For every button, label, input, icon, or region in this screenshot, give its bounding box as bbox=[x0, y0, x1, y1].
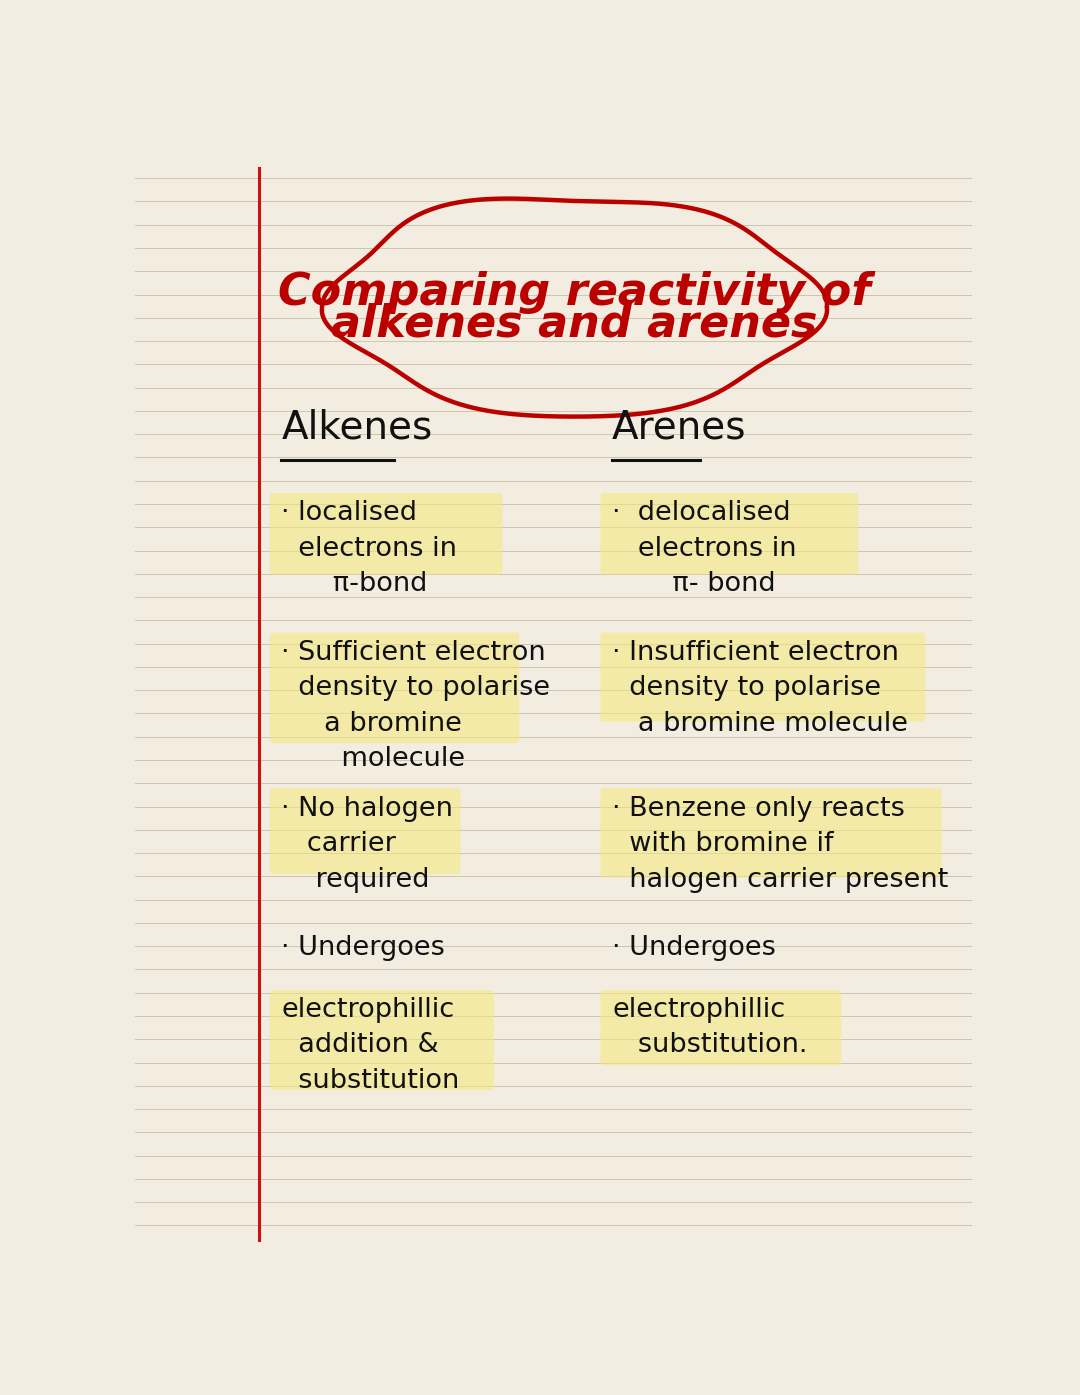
Text: · No halogen: · No halogen bbox=[282, 795, 454, 822]
Text: molecule: molecule bbox=[282, 746, 465, 773]
Text: with bromine if: with bromine if bbox=[612, 831, 834, 857]
Text: electrons in: electrons in bbox=[282, 536, 457, 562]
Text: a bromine molecule: a bromine molecule bbox=[612, 711, 908, 737]
FancyBboxPatch shape bbox=[600, 990, 841, 1066]
Text: substitution.: substitution. bbox=[612, 1032, 808, 1057]
FancyBboxPatch shape bbox=[600, 632, 926, 721]
FancyBboxPatch shape bbox=[600, 788, 942, 877]
FancyBboxPatch shape bbox=[600, 492, 859, 575]
Text: halogen carrier present: halogen carrier present bbox=[612, 866, 948, 893]
Text: Comparing reactivity of: Comparing reactivity of bbox=[278, 271, 870, 314]
Text: · Sufficient electron: · Sufficient electron bbox=[282, 640, 546, 665]
FancyBboxPatch shape bbox=[270, 788, 460, 875]
Text: · Benzene only reacts: · Benzene only reacts bbox=[612, 795, 905, 822]
Text: Arenes: Arenes bbox=[612, 409, 746, 446]
Text: π- bond: π- bond bbox=[612, 572, 775, 597]
Text: density to polarise: density to polarise bbox=[282, 675, 551, 702]
Text: electrophillic: electrophillic bbox=[282, 996, 455, 1023]
Text: substitution: substitution bbox=[282, 1067, 460, 1094]
Text: π-bond: π-bond bbox=[282, 572, 428, 597]
FancyBboxPatch shape bbox=[270, 492, 502, 575]
Text: · Undergoes: · Undergoes bbox=[282, 936, 445, 961]
Text: · Insufficient electron: · Insufficient electron bbox=[612, 640, 899, 665]
Text: Alkenes: Alkenes bbox=[282, 409, 433, 446]
Text: electrophillic: electrophillic bbox=[612, 996, 785, 1023]
Text: · Undergoes: · Undergoes bbox=[612, 936, 775, 961]
FancyBboxPatch shape bbox=[270, 632, 519, 744]
Text: · localised: · localised bbox=[282, 501, 418, 526]
FancyBboxPatch shape bbox=[270, 990, 494, 1089]
Text: density to polarise: density to polarise bbox=[612, 675, 881, 702]
Text: ·  delocalised: · delocalised bbox=[612, 501, 791, 526]
Text: a bromine: a bromine bbox=[282, 711, 462, 737]
Text: required: required bbox=[282, 866, 430, 893]
Text: addition &: addition & bbox=[282, 1032, 440, 1057]
Text: electrons in: electrons in bbox=[612, 536, 797, 562]
Text: alkenes and arenes: alkenes and arenes bbox=[332, 303, 818, 346]
Text: carrier: carrier bbox=[282, 831, 396, 857]
